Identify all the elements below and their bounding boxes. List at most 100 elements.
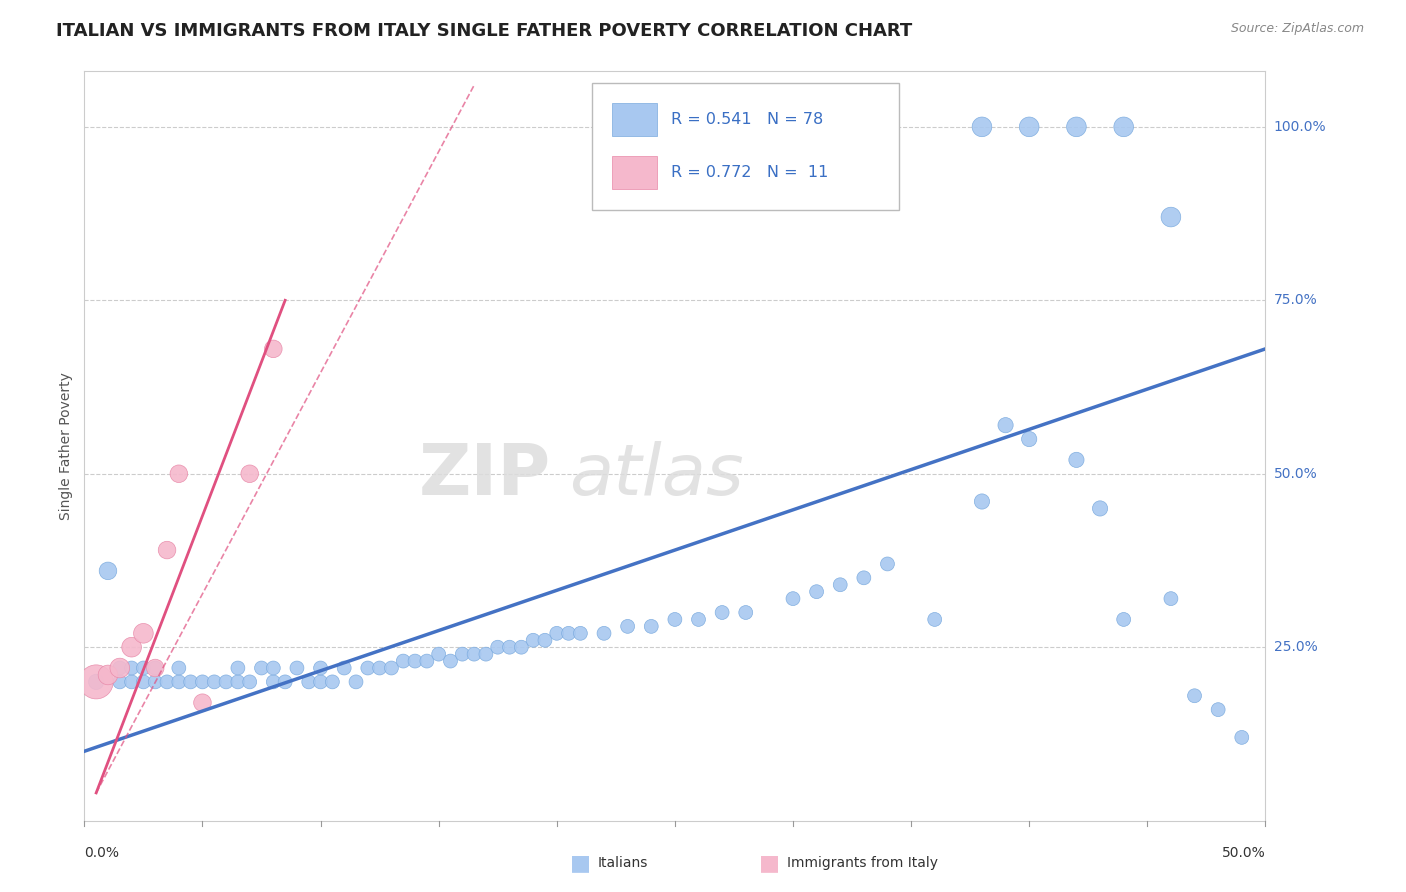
Point (180, 674, 202, 689)
Point (451, 647, 474, 661)
Point (1160, 591, 1182, 606)
Point (664, 612, 686, 626)
Point (427, 647, 450, 661)
Point (416, 654, 439, 668)
Point (84, 674, 107, 689)
Point (250, 661, 273, 675)
Text: ■: ■ (759, 854, 780, 873)
Point (143, 674, 166, 689)
Point (1066, 120, 1088, 134)
Point (97, 564, 120, 578)
Point (215, 674, 238, 689)
Point (404, 654, 426, 668)
Point (1018, 120, 1040, 134)
Point (734, 606, 756, 620)
Text: ITALIAN VS IMMIGRANTS FROM ITALY SINGLE FATHER POVERTY CORRELATION CHART: ITALIAN VS IMMIGRANTS FROM ITALY SINGLE … (56, 22, 912, 40)
Point (1160, 210, 1182, 224)
Point (711, 606, 734, 620)
Text: Italians: Italians (598, 856, 648, 871)
Text: 50.0%: 50.0% (1222, 846, 1265, 860)
Text: R = 0.772   N =  11: R = 0.772 N = 11 (671, 165, 828, 180)
Point (108, 661, 131, 675)
Point (108, 674, 131, 689)
Point (132, 626, 155, 640)
Point (97, 668, 120, 682)
Point (1066, 453, 1088, 467)
Point (830, 578, 852, 592)
Point (167, 467, 190, 481)
Point (852, 571, 875, 585)
Point (262, 661, 284, 675)
Point (1112, 612, 1135, 626)
Text: Source: ZipAtlas.com: Source: ZipAtlas.com (1230, 22, 1364, 36)
Point (121, 661, 143, 675)
Point (167, 661, 190, 675)
Point (876, 557, 898, 571)
FancyBboxPatch shape (592, 83, 900, 210)
Text: 100.0%: 100.0% (1274, 120, 1326, 134)
Point (84, 674, 107, 689)
Text: 75.0%: 75.0% (1274, 293, 1317, 308)
Point (262, 674, 284, 689)
Point (239, 467, 262, 481)
Point (191, 674, 214, 689)
Point (475, 647, 498, 661)
Point (970, 494, 993, 508)
Point (392, 654, 415, 668)
Text: 25.0%: 25.0% (1274, 640, 1317, 654)
Point (439, 654, 461, 668)
Point (994, 418, 1017, 433)
Point (321, 674, 343, 689)
Point (1088, 501, 1111, 516)
Point (226, 661, 249, 675)
Text: ZIP: ZIP (419, 442, 551, 510)
Point (782, 591, 804, 606)
Point (368, 661, 391, 675)
Point (557, 626, 579, 640)
Point (333, 661, 356, 675)
Point (357, 661, 380, 675)
Point (274, 674, 297, 689)
Point (156, 674, 179, 689)
Point (239, 674, 262, 689)
Point (121, 640, 143, 655)
Point (143, 661, 166, 675)
Point (616, 619, 638, 633)
Point (593, 626, 616, 640)
Point (285, 661, 308, 675)
Point (510, 640, 533, 655)
Point (143, 661, 166, 675)
Point (486, 640, 509, 655)
Y-axis label: Single Father Poverty: Single Father Poverty (59, 372, 73, 520)
Point (132, 674, 155, 689)
Text: Immigrants from Italy: Immigrants from Italy (787, 856, 938, 871)
Point (132, 661, 155, 675)
Point (463, 647, 485, 661)
Point (202, 674, 225, 689)
Point (191, 696, 214, 710)
Point (309, 674, 332, 689)
Point (156, 543, 179, 558)
Text: 50.0%: 50.0% (1274, 467, 1317, 481)
Bar (612, 103, 657, 136)
Text: R = 0.541   N = 78: R = 0.541 N = 78 (671, 112, 824, 128)
Point (380, 661, 402, 675)
Point (1112, 120, 1135, 134)
Point (569, 626, 592, 640)
Point (1018, 432, 1040, 446)
Bar (612, 156, 657, 189)
Point (1230, 731, 1253, 745)
Point (1184, 689, 1206, 703)
Point (924, 612, 946, 626)
Point (522, 633, 544, 648)
Point (121, 674, 143, 689)
Point (688, 612, 710, 626)
Point (344, 674, 367, 689)
Point (167, 674, 190, 689)
Point (806, 584, 828, 599)
Point (640, 619, 662, 633)
Point (498, 640, 520, 655)
Point (262, 342, 284, 356)
Text: 0.0%: 0.0% (84, 846, 120, 860)
Text: atlas: atlas (568, 442, 744, 510)
